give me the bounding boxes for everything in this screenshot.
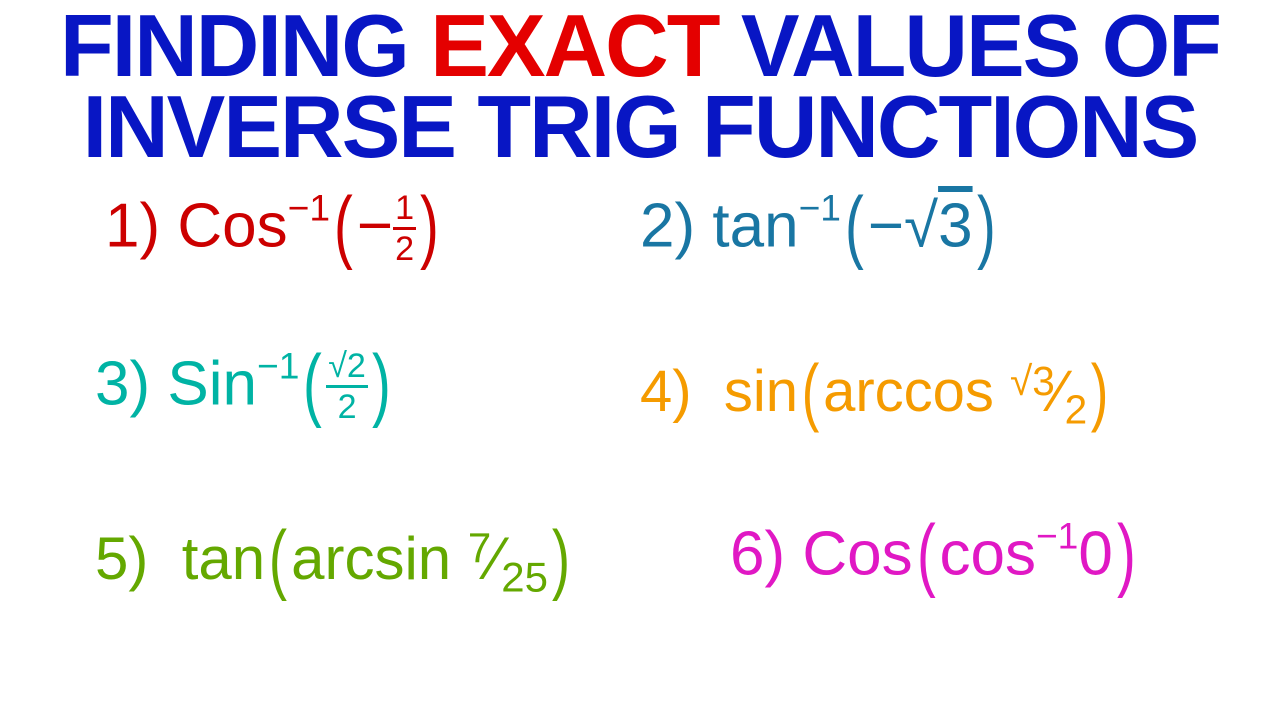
inner-exp: −1 [1036,514,1078,556]
outer-func: sin [724,359,798,424]
open-paren: ( [303,338,322,431]
exponent: −1 [288,186,330,228]
slash-num: 7 [468,524,491,571]
slash-den: 25 [501,553,548,600]
slash-num: √3 [1010,358,1055,404]
slash-fraction: 7⁄25 [468,524,548,602]
frac-den: 2 [326,388,368,424]
inner-func: cos [939,519,1035,588]
title-block: FINDING EXACT VALUES OF INVERSE TRIG FUN… [0,0,1280,168]
problem-number: 1) [105,191,160,260]
close-paren: ) [977,180,996,273]
neg-sign: − [357,191,393,260]
outer-func: Cos [802,519,912,588]
open-paren: ( [802,348,820,434]
problem-number: 2) [640,191,695,260]
close-paren: ) [372,338,391,431]
problem-number: 6) [730,519,785,588]
fraction: 12 [393,191,416,266]
problem-2: 2) tan−1(−√3) [640,180,999,273]
inner-func: arcsin [291,525,468,592]
outer-func: tan [182,525,265,592]
close-paren: ) [1091,348,1109,434]
frac-num: 1 [393,191,416,230]
func-name: tan [712,191,798,260]
problem-number: 4) [640,359,692,424]
problem-3: 3) Sin−1(√22) [95,338,395,431]
problem-4: 4) sin(arccos √3⁄2) [640,348,1112,434]
open-paren: ( [845,180,864,273]
problem-number: 3) [95,349,150,418]
sqrt-arg: 3 [938,191,972,260]
open-paren: ( [917,508,936,601]
problem-5: 5) tan(arcsin 7⁄25) [95,513,574,604]
close-paren: ) [552,513,570,604]
close-paren: ) [420,180,439,273]
exponent: −1 [799,186,841,228]
problem-list: 1) Cos−1(−12) 2) tan−1(−√3) 3) Sin−1(√22… [0,168,1280,708]
problem-1: 1) Cos−1(−12) [105,180,443,273]
problem-6: 6) Cos(cos−10) [730,508,1140,601]
exponent: −1 [257,344,299,386]
title-line-1: FINDING EXACT VALUES OF [0,6,1280,87]
slash-den: 2 [1065,386,1088,432]
slash-fraction: √3⁄2 [1010,358,1087,433]
frac-num: √2 [326,349,368,388]
close-paren: ) [1117,508,1136,601]
inner-arg: 0 [1078,519,1112,588]
sqrt: √ [904,191,938,260]
func-name: Sin [167,349,257,418]
problem-number: 5) [95,525,148,592]
open-paren: ( [269,513,287,604]
func-name: Cos [177,191,287,260]
neg-sign: − [868,191,904,260]
frac-den: 2 [393,230,416,266]
fraction: √22 [326,349,368,424]
inner-func: arccos [823,359,1010,424]
title-line-2: INVERSE TRIG FUNCTIONS [0,87,1280,168]
open-paren: ( [334,180,353,273]
